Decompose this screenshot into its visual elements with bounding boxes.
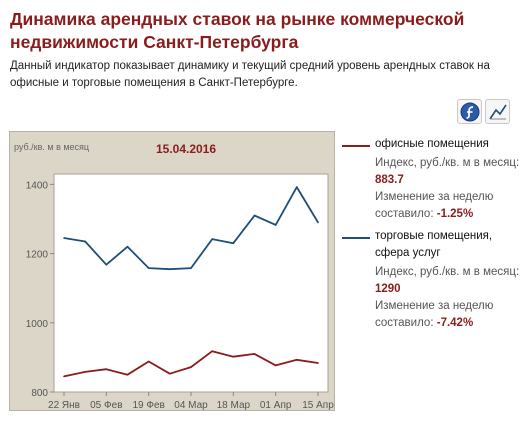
data-point [274,364,277,367]
index-value: 1290 [375,283,401,295]
page-title: Динамика арендных ставок на рынке коммер… [10,9,465,52]
change-label: Изменение за неделю [375,300,494,312]
change-prefix: составило: [375,317,434,329]
data-point [147,267,150,269]
change-value: -7.42% [436,317,474,329]
line-chart: руб./кв. м в месяц 15.04.2016 800 1000 120… [14,142,334,411]
data-point [105,368,108,370]
data-point [126,245,129,248]
legend-swatch-office [342,145,370,147]
data-point [169,372,171,375]
data-point [105,263,108,266]
data-point [211,238,213,240]
data-point [296,186,298,188]
index-label: Индекс, руб./кв. м в месяц: [375,157,520,169]
data-point [147,360,150,363]
data-point [63,237,65,239]
y-tick-label: 1000 [26,319,49,330]
y-tick-label: 1400 [26,180,49,191]
x-tick-label: 01 Апр [260,400,292,411]
legend-name: торговые помещения, сфера услуг [375,230,493,259]
chart-view-button[interactable] [485,99,510,124]
data-point [84,240,86,243]
chart-frame: руб./кв. м в месяц 15.04.2016 800 1000 120… [9,131,335,411]
data-point [126,373,129,376]
data-point [274,224,277,226]
legend-name: офисные помещения [375,138,489,150]
y-tick-label: 1200 [26,250,49,261]
change-label: Изменение за неделю [375,191,494,203]
chart-date: 15.04.2016 [156,142,216,156]
plot-area [53,173,329,393]
data-point [296,359,298,361]
data-point [190,267,192,269]
data-point [317,362,319,364]
data-point [232,242,235,245]
data-point [317,221,319,224]
change-prefix: составило: [375,208,434,220]
x-tick-label: 19 Фев [132,400,164,411]
index-value: 883.7 [375,174,404,186]
x-tick-label: 22 Янв [48,400,80,411]
flash-button[interactable] [457,99,482,124]
change-value: -1.25% [436,208,474,220]
legend-swatch-retail [342,237,370,239]
page-description: Данный индикатор показывает динамику и т… [10,60,490,89]
y-tick-label: 800 [31,388,48,399]
data-point [63,375,65,378]
data-point [232,355,235,358]
x-tick-label: 15 Апр [302,400,334,411]
index-label: Индекс, руб./кв. м в месяц: [375,266,520,278]
flash-icon [460,102,480,122]
data-point [84,371,86,373]
data-point [169,268,171,270]
data-point [253,214,256,217]
data-point [211,350,213,352]
x-tick-label: 04 Мар [174,400,208,411]
y-axis-label: руб./кв. м в месяц [14,142,89,152]
x-tick-label: 18 Мар [217,400,251,411]
data-point [253,353,256,355]
x-tick-label: 05 Фев [90,400,122,411]
chart-line-icon [489,104,507,120]
data-point [190,366,192,368]
